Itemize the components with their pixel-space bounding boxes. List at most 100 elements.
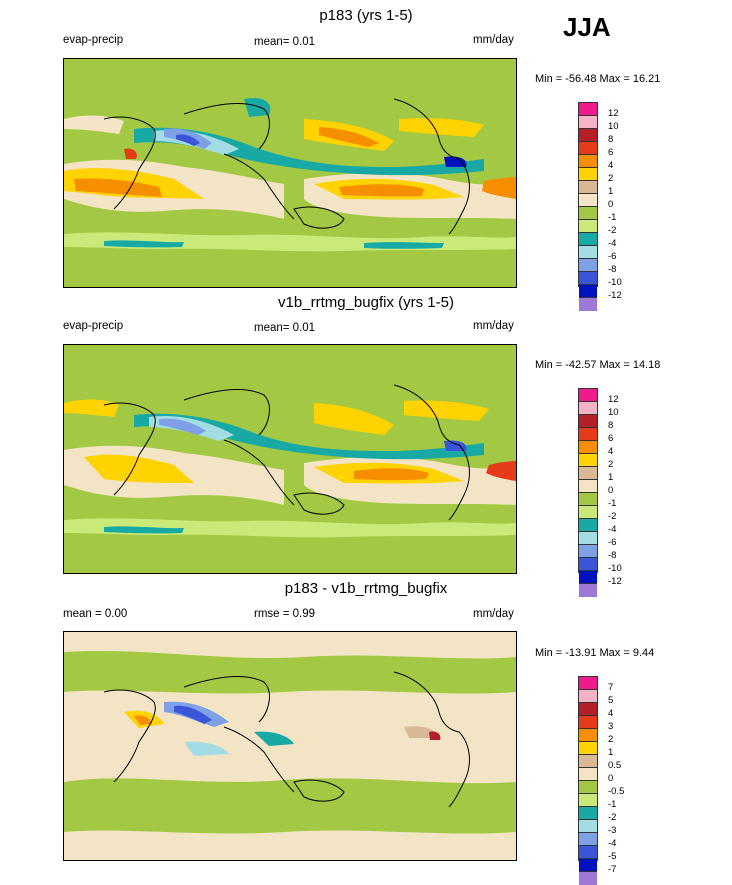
legend-tick-label: 6: [608, 147, 614, 158]
panel1-mean-label: mean= 0.01: [254, 36, 316, 48]
legend-swatch: [579, 833, 597, 846]
legend-tick-label: -6: [608, 251, 617, 262]
legend-tick-label: 12: [608, 394, 619, 405]
legend-swatch: [579, 532, 597, 545]
legend-tick-label: -12: [608, 290, 622, 301]
legend-tick-label: 10: [608, 407, 619, 418]
legend-tick-label: -2: [608, 225, 617, 236]
panel2-mean-label: mean= 0.01: [254, 322, 316, 334]
panel3-minmax: Min = -13.91 Max = 9.44: [535, 647, 655, 659]
legend-swatch: [579, 493, 597, 506]
panel1-map-field: [64, 59, 516, 287]
legend-swatch: [579, 129, 597, 142]
legend-tick-label: 2: [608, 459, 614, 470]
legend-swatch: [579, 441, 597, 454]
legend-tick-label: 6: [608, 433, 614, 444]
legend-tick-label: 1: [608, 472, 614, 483]
panel2-legend-bar: [578, 388, 598, 597]
legend-swatch: [579, 155, 597, 168]
panel2-minmax: Min = -42.57 Max = 14.18: [535, 359, 661, 371]
legend-swatch: [579, 207, 597, 220]
legend-swatch: [579, 428, 597, 441]
legend-tick-label: 1: [608, 747, 614, 758]
legend-tick-label: -4: [608, 524, 617, 535]
legend-swatch: [579, 519, 597, 532]
legend-tick-label: -10: [608, 563, 622, 574]
legend-swatch: [579, 584, 597, 597]
panel3-title: p183 - v1b_rrtmg_bugfix: [284, 580, 448, 597]
legend-tick-label: 4: [608, 446, 614, 457]
legend-tick-label: 2: [608, 173, 614, 184]
legend-tick-label: 5: [608, 695, 614, 706]
panel3-map-field: [64, 632, 516, 860]
legend-swatch: [579, 285, 597, 298]
legend-tick-label: 12: [608, 108, 619, 119]
legend-swatch: [579, 181, 597, 194]
panel3-rmse-label: rmse = 0.99: [254, 608, 316, 620]
legend-tick-label: -5: [608, 851, 617, 862]
legend-tick-label: -1: [608, 498, 617, 509]
legend-swatch: [579, 116, 597, 129]
legend-swatch: [579, 872, 597, 885]
legend-tick-label: 0: [608, 485, 614, 496]
legend-tick-label: -1: [608, 799, 617, 810]
legend-tick-label: 0: [608, 199, 614, 210]
legend-tick-label: 4: [608, 160, 614, 171]
legend-swatch: [579, 103, 597, 116]
legend-swatch: [579, 506, 597, 519]
legend-swatch: [579, 820, 597, 833]
legend-tick-label: 1: [608, 186, 614, 197]
panel1-minmax: Min = -56.48 Max = 16.21: [535, 73, 661, 85]
legend-tick-label: -0.5: [608, 786, 625, 797]
legend-tick-label: 10: [608, 121, 619, 132]
panel2-title: v1b_rrtmg_bugfix (yrs 1-5): [278, 294, 454, 311]
legend-swatch: [579, 846, 597, 859]
legend-swatch: [579, 298, 597, 311]
legend-swatch: [579, 402, 597, 415]
legend-tick-label: -2: [608, 812, 617, 823]
legend-swatch: [579, 454, 597, 467]
legend-swatch: [579, 807, 597, 820]
legend-swatch: [579, 859, 597, 872]
legend-swatch: [579, 389, 597, 402]
panel3-units-label: mm/day: [473, 608, 514, 620]
legend-swatch: [579, 246, 597, 259]
legend-tick-label: 0.5: [608, 760, 622, 771]
legend-tick-label: -2: [608, 511, 617, 522]
legend-swatch: [579, 781, 597, 794]
panel1-legend-bar: [578, 102, 598, 311]
legend-swatch: [579, 272, 597, 285]
panel2-map-field: [64, 345, 516, 573]
legend-swatch: [579, 794, 597, 807]
legend-swatch: [579, 194, 597, 207]
legend-swatch: [579, 558, 597, 571]
legend-tick-label: -8: [608, 264, 617, 275]
legend-tick-label: 2: [608, 734, 614, 745]
legend-swatch: [579, 233, 597, 246]
legend-swatch: [579, 168, 597, 181]
legend-swatch: [579, 259, 597, 272]
legend-swatch: [579, 742, 597, 755]
legend-tick-label: 0: [608, 773, 614, 784]
legend-tick-label: 7: [608, 682, 614, 693]
legend-swatch: [579, 703, 597, 716]
legend-swatch: [579, 467, 597, 480]
legend-swatch: [579, 142, 597, 155]
panel1-units-label: mm/day: [473, 34, 514, 46]
legend-tick-label: 8: [608, 420, 614, 431]
legend-swatch: [579, 729, 597, 742]
panel2-variable-label: evap-precip: [63, 320, 124, 332]
panel2-units-label: mm/day: [473, 320, 514, 332]
panel1-map: [63, 58, 517, 288]
legend-swatch: [579, 415, 597, 428]
legend-tick-label: -4: [608, 238, 617, 249]
legend-tick-label: -1: [608, 212, 617, 223]
legend-swatch: [579, 755, 597, 768]
panel3-mean-label: mean = 0.00: [63, 608, 128, 620]
panel1-variable-label: evap-precip: [63, 34, 124, 46]
legend-swatch: [579, 716, 597, 729]
panel3-map: [63, 631, 517, 861]
legend-tick-label: -6: [608, 537, 617, 548]
legend-tick-label: -12: [608, 576, 622, 587]
season-label: JJA: [563, 12, 611, 42]
